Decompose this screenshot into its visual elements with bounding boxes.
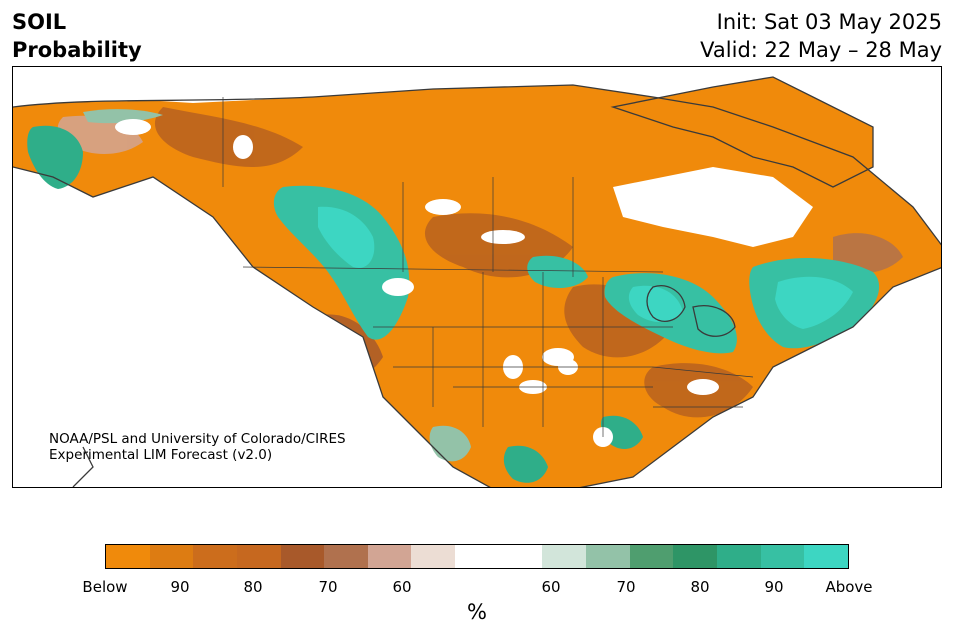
colorbar-tick-label: 60 (392, 578, 412, 596)
date-info: Init: Sat 03 May 2025 Valid: 22 May – 28… (700, 8, 942, 64)
colorbar-tick-label: 70 (616, 578, 636, 596)
colorbar-segment (498, 545, 543, 568)
map-panel (12, 66, 942, 488)
political-borders (222, 97, 754, 437)
colorbar-segment (324, 545, 368, 568)
colorbar-tick-label: Above (825, 578, 873, 596)
valid-date: Valid: 22 May – 28 May (700, 38, 942, 62)
colorbar-segment (455, 545, 499, 568)
credit-line-2: Experimental LIM Forecast (v2.0) (49, 447, 273, 463)
colorbar-tick-label: 80 (243, 578, 263, 596)
colorbar-unit-label: % (467, 600, 487, 624)
colorbar-segment (106, 545, 150, 568)
colorbar-segment (716, 545, 761, 568)
colorbar-tick-label: 80 (690, 578, 710, 596)
colorbar-segment (804, 545, 848, 568)
coastlines (13, 76, 941, 487)
colorbar-segment (411, 545, 456, 568)
credit-line-1: NOAA/PSL and University of Colorado/CIRE… (49, 431, 346, 447)
colorbar-tick-label: Below (82, 578, 128, 596)
credit-text: NOAA/PSL and University of Colorado/CIRE… (49, 431, 346, 463)
forecast-map (13, 67, 941, 487)
colorbar (105, 544, 849, 569)
map-title: SOIL Probability (12, 8, 142, 64)
colorbar-segment (149, 545, 194, 568)
near-normal-fill (13, 67, 941, 487)
init-date: Init: Sat 03 May 2025 (716, 10, 942, 34)
colorbar-tick-label: 90 (170, 578, 190, 596)
colorbar-segment (673, 545, 717, 568)
colorbar-segment (629, 545, 674, 568)
colorbar-segment (760, 545, 805, 568)
colorbar-segment (586, 545, 630, 568)
colorbar-segment (367, 545, 412, 568)
colorbar-segment (236, 545, 281, 568)
colorbar-segment (542, 545, 587, 568)
colorbar-segment (280, 545, 325, 568)
colorbar-ticks: Below 90 80 70 60 60 70 80 90 Above (0, 578, 954, 598)
title-variable: SOIL (12, 10, 67, 34)
colorbar-tick-label: 90 (764, 578, 784, 596)
colorbar-tick-label: 70 (318, 578, 338, 596)
colorbar-tick-label: 60 (541, 578, 561, 596)
title-type: Probability (12, 38, 142, 62)
colorbar-segment (193, 545, 237, 568)
